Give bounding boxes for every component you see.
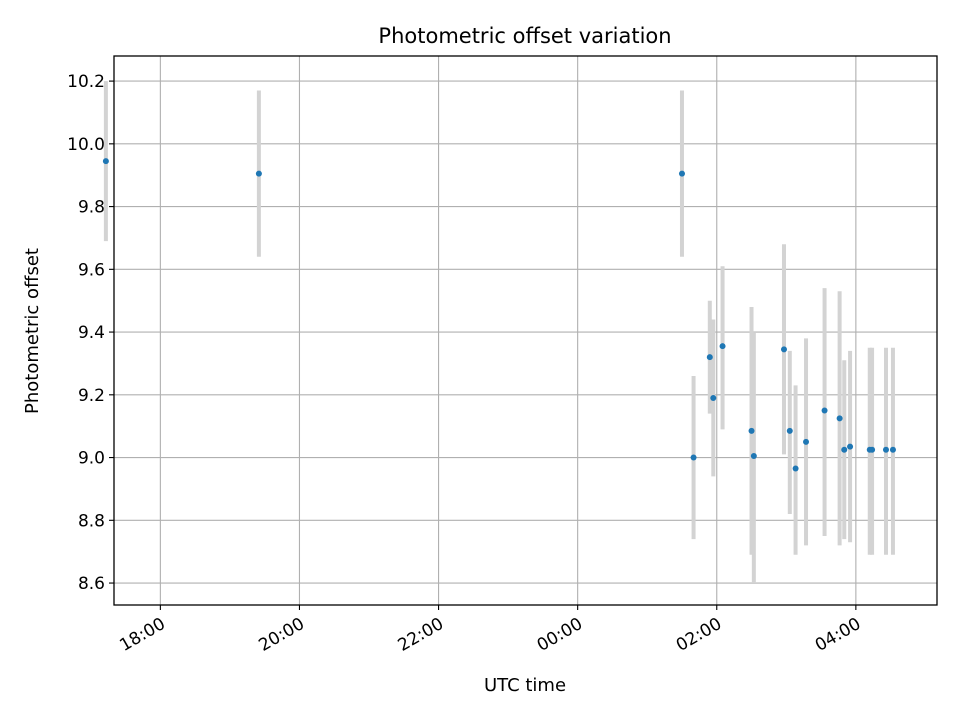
chart-title: Photometric offset variation (378, 24, 671, 48)
grid-layer (114, 56, 937, 605)
data-point (690, 454, 697, 461)
data-point (710, 394, 717, 401)
data-point (847, 443, 854, 450)
y-tick-label: 9.2 (78, 386, 105, 406)
y-tick-label: 9.8 (78, 198, 105, 218)
data-point (882, 446, 889, 453)
data-point (678, 170, 685, 177)
data-point (821, 407, 828, 414)
data-point (786, 427, 793, 434)
y-tick-label: 10.2 (67, 72, 105, 92)
y-tick-label: 8.6 (78, 574, 105, 594)
data-point (719, 343, 726, 350)
data-point (869, 446, 876, 453)
plot-frame (113, 55, 938, 606)
data-point (841, 446, 848, 453)
point-layer (102, 158, 896, 472)
x-axis-label: UTC time (484, 675, 566, 696)
y-tick-label: 9.6 (78, 260, 105, 280)
data-point (836, 415, 843, 422)
data-point (803, 438, 810, 445)
data-point (706, 354, 713, 361)
data-point (748, 427, 755, 434)
y-tick-label: 8.8 (78, 511, 105, 531)
y-tick-label: 9.4 (78, 323, 105, 343)
data-point (255, 170, 262, 177)
data-point (889, 446, 896, 453)
data-point (102, 158, 109, 165)
y-axis: 8.6 8.8 9.0 9.2 9.4 9.6 9.8 10.0 10.2 (67, 72, 114, 594)
y-tick-label: 10.0 (67, 135, 105, 155)
y-axis-label: Photometric offset (22, 248, 43, 414)
y-tick-label: 9.0 (78, 449, 105, 469)
data-point (750, 452, 757, 459)
data-point (780, 346, 787, 353)
data-point (792, 465, 799, 472)
